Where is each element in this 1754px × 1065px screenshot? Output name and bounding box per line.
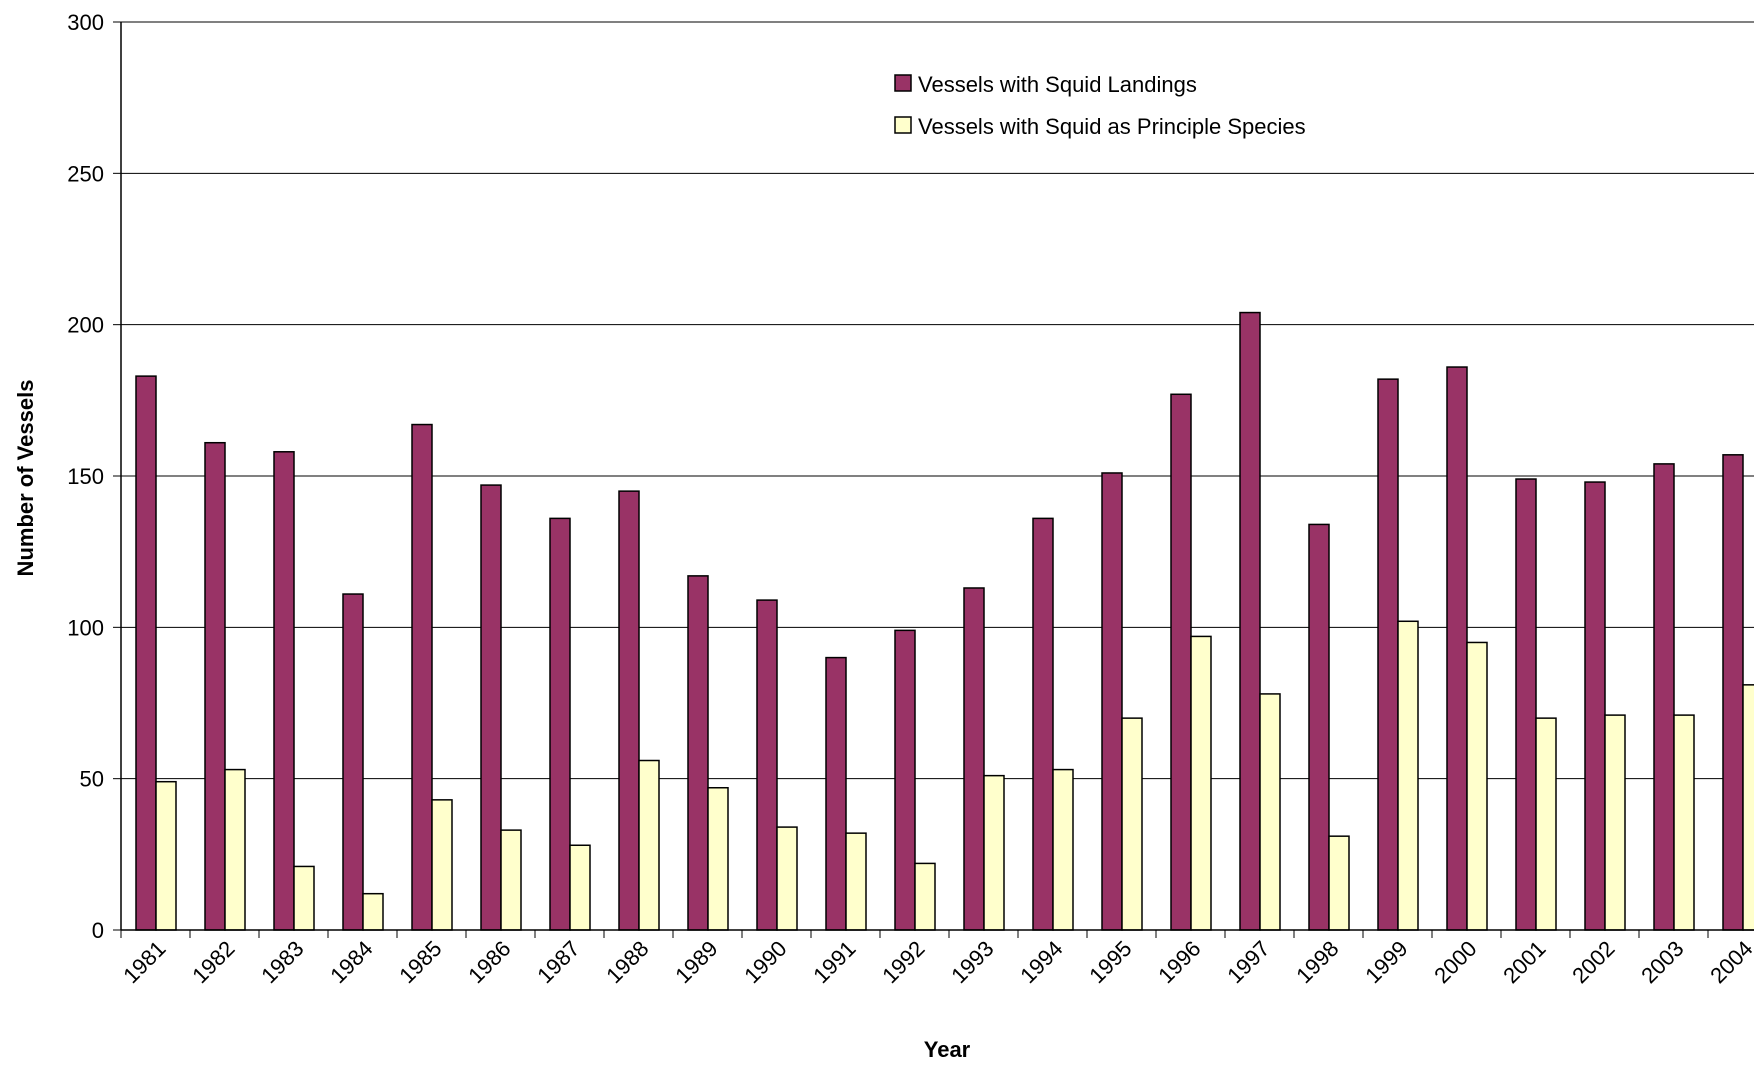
x-tick-label: 1990 <box>739 936 791 988</box>
bar-principle-1981 <box>155 780 177 931</box>
bar-principle-1988 <box>638 759 660 931</box>
x-tick-label: 1983 <box>256 936 308 988</box>
bar-landings-1988 <box>618 490 640 931</box>
x-tick-label: 1988 <box>601 936 653 988</box>
x-tick-label: 1994 <box>1015 936 1067 988</box>
bar-landings-2002 <box>1584 481 1606 931</box>
bar-principle-1993 <box>983 774 1005 931</box>
bar-principle-1995 <box>1121 717 1143 931</box>
x-tick-label: 1996 <box>1153 936 1205 988</box>
y-tick-label: 250 <box>67 161 104 186</box>
y-tick-label: 300 <box>67 10 104 35</box>
bar-landings-2003 <box>1653 463 1675 931</box>
y-tick-label: 150 <box>67 464 104 489</box>
bar-principle-1991 <box>845 832 867 931</box>
x-tick-label: 1999 <box>1360 936 1412 988</box>
bar-landings-1981 <box>135 375 157 931</box>
x-tick-label: 1984 <box>325 936 377 988</box>
bar-landings-1997 <box>1239 311 1261 931</box>
x-tick-label: 1993 <box>946 936 998 988</box>
bar-principle-1989 <box>707 786 729 931</box>
x-tick-label: 2003 <box>1636 936 1688 988</box>
bar-landings-1999 <box>1377 378 1399 931</box>
bar-principle-1990 <box>776 826 798 931</box>
bar-landings-1982 <box>204 441 226 931</box>
y-tick-label: 50 <box>80 767 104 792</box>
axes <box>113 21 1754 938</box>
bar-landings-2000 <box>1446 366 1468 931</box>
bar-landings-1986 <box>480 484 502 931</box>
bar-principle-1983 <box>293 865 315 931</box>
bar-principle-1997 <box>1259 693 1281 931</box>
bar-principle-2000 <box>1466 641 1488 931</box>
x-tick-label: 1986 <box>463 936 515 988</box>
bar-series-group <box>135 311 1754 931</box>
bar-landings-1995 <box>1101 472 1123 931</box>
bar-principle-1999 <box>1397 620 1419 931</box>
bar-landings-1985 <box>411 423 433 931</box>
bar-principle-1987 <box>569 844 591 931</box>
bar-landings-1990 <box>756 599 778 931</box>
y-tick-label: 200 <box>67 313 104 338</box>
bar-principle-2004 <box>1742 684 1754 931</box>
x-tick-label: 2002 <box>1567 936 1619 988</box>
x-tick-label: 1998 <box>1291 936 1343 988</box>
bar-landings-1984 <box>342 593 364 931</box>
x-tick-label: 1992 <box>877 936 929 988</box>
legend: Vessels with Squid Landings Vessels with… <box>894 72 1306 139</box>
bar-principle-1986 <box>500 829 522 931</box>
bar-principle-2003 <box>1673 714 1695 931</box>
bar-landings-1994 <box>1032 517 1054 931</box>
bar-landings-1987 <box>549 517 571 931</box>
x-tick-label: 1989 <box>670 936 722 988</box>
bar-landings-1992 <box>894 629 916 931</box>
y-tick-label: 100 <box>67 615 104 640</box>
x-tick-label: 1981 <box>118 936 170 988</box>
bar-principle-1998 <box>1328 835 1350 931</box>
bar-principle-1982 <box>224 768 246 931</box>
bar-landings-2001 <box>1515 478 1537 931</box>
bar-landings-1989 <box>687 575 709 931</box>
x-tick-label: 2004 <box>1705 936 1754 988</box>
y-axis-title: Number of Vessels <box>13 380 38 577</box>
x-tick-label: 2000 <box>1429 936 1481 988</box>
bar-principle-2002 <box>1604 714 1626 931</box>
bar-principle-2001 <box>1535 717 1557 931</box>
x-tick-label: 1995 <box>1084 936 1136 988</box>
bar-principle-1985 <box>431 799 453 931</box>
bar-landings-1998 <box>1308 523 1330 931</box>
bar-landings-1993 <box>963 587 985 931</box>
legend-label-landings: Vessels with Squid Landings <box>918 72 1197 97</box>
x-tick-label: 2001 <box>1498 936 1550 988</box>
bar-landings-1996 <box>1170 393 1192 931</box>
bar-principle-1992 <box>914 862 936 931</box>
x-axis-title: Year <box>924 1037 971 1062</box>
bar-principle-1996 <box>1190 635 1212 931</box>
x-tick-label: 1991 <box>808 936 860 988</box>
x-tick-label: 1982 <box>187 936 239 988</box>
x-tick-label: 1985 <box>394 936 446 988</box>
legend-swatch-landings <box>894 74 912 92</box>
bar-principle-1984 <box>362 892 384 931</box>
x-tick-label: 1987 <box>532 936 584 988</box>
x-tick-label: 1997 <box>1222 936 1274 988</box>
y-tick-label: 0 <box>92 918 104 943</box>
legend-swatch-principle <box>894 116 912 134</box>
bar-landings-1991 <box>825 656 847 931</box>
legend-label-principle: Vessels with Squid as Principle Species <box>918 114 1306 139</box>
bar-landings-2004 <box>1722 454 1744 931</box>
bar-principle-1994 <box>1052 768 1074 931</box>
bar-landings-1983 <box>273 451 295 931</box>
